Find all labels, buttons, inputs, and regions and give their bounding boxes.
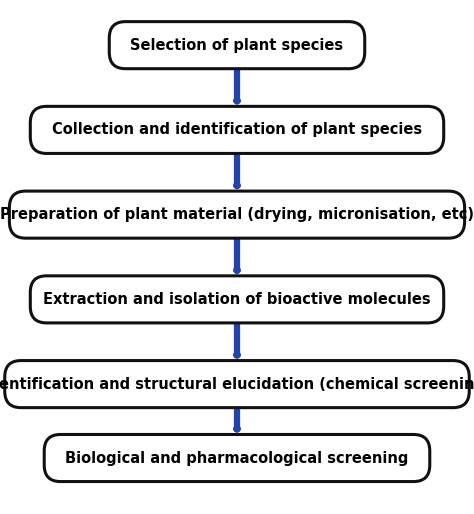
Text: Biological and pharmacological screening: Biological and pharmacological screening: [65, 450, 409, 466]
FancyBboxPatch shape: [9, 191, 465, 238]
Text: Identification and structural elucidation (chemical screening): Identification and structural elucidatio…: [0, 377, 474, 392]
FancyBboxPatch shape: [5, 360, 469, 408]
FancyBboxPatch shape: [30, 106, 444, 154]
Text: Selection of plant species: Selection of plant species: [130, 38, 344, 52]
FancyBboxPatch shape: [30, 276, 444, 323]
Text: Extraction and isolation of bioactive molecules: Extraction and isolation of bioactive mo…: [43, 292, 431, 307]
FancyBboxPatch shape: [109, 22, 365, 69]
Text: Collection and identification of plant species: Collection and identification of plant s…: [52, 122, 422, 137]
FancyBboxPatch shape: [44, 434, 430, 482]
Text: Preparation of plant material (drying, micronisation, etc): Preparation of plant material (drying, m…: [0, 207, 474, 222]
